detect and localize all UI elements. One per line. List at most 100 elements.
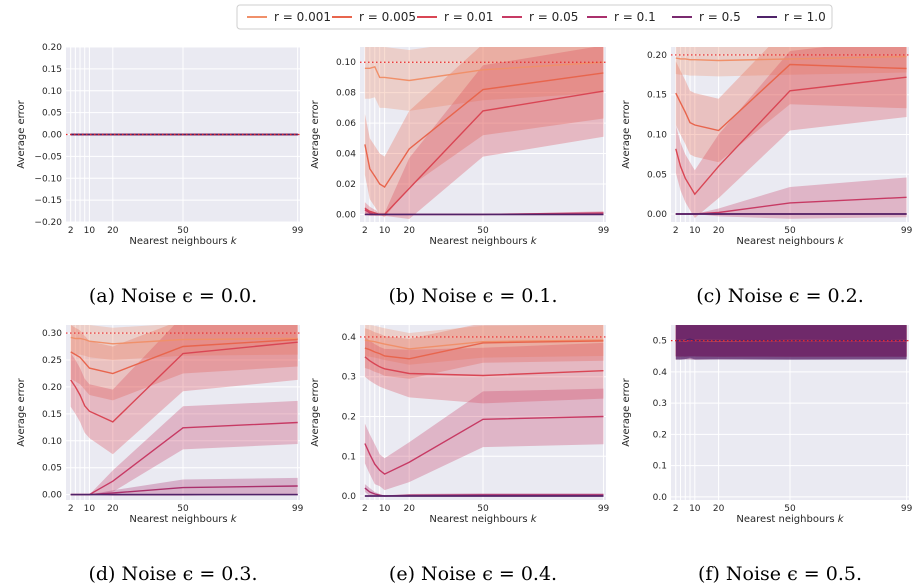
- y-tick-label: −0.05: [34, 152, 62, 162]
- panel-caption: (a) Noise ϵ = 0.0.: [89, 285, 257, 307]
- panel-caption: (f) Noise ϵ = 0.5.: [698, 563, 862, 585]
- legend-entry: r = 0.5: [699, 10, 741, 24]
- y-tick-label: 0.10: [336, 58, 356, 68]
- y-tick-label: 0.2: [342, 412, 356, 422]
- chart-panel: 0.00 0.05 0.10 0.15 0.20 0.25 0.30 2 10 20 50 99 Nea…: [16, 325, 304, 585]
- legend-entry: r = 0.1: [614, 10, 656, 24]
- legend-entry: r = 0.05: [529, 10, 578, 24]
- x-tick-label: 2: [362, 226, 368, 236]
- x-axis-label: Nearest neighbours k: [129, 514, 237, 525]
- series-band: [364, 47, 604, 218]
- series-line: [364, 339, 604, 350]
- x-axis-label: Nearest neighbours k: [429, 514, 537, 525]
- x-tick-label: 50: [477, 504, 489, 514]
- x-tick-label: 10: [84, 226, 96, 236]
- x-axis-label: Nearest neighbours k: [736, 514, 844, 525]
- x-axis-label: Nearest neighbours k: [429, 236, 537, 247]
- y-tick-label: 0.00: [42, 491, 62, 501]
- panel-caption: (e) Noise ϵ = 0.4.: [389, 563, 557, 585]
- y-tick-label: 0.06: [336, 119, 356, 129]
- y-tick-label: 0.3: [653, 399, 667, 409]
- chart-panel: 0.0 0.1 0.2 0.3 0.4 0.5 2 10 20 50 99 Nearest neigh…: [621, 325, 913, 585]
- y-tick-label: 0.30: [42, 329, 62, 339]
- y-tick-label: 0.08: [336, 89, 356, 99]
- legend-entry: r = 0.005: [359, 10, 416, 24]
- series-line: [675, 76, 907, 196]
- x-tick-label: 2: [673, 504, 679, 514]
- y-tick-label: 0.1: [342, 452, 356, 462]
- x-tick-label: 99: [598, 504, 610, 514]
- y-tick-label: 0.3: [342, 373, 356, 383]
- y-tick-label: 0.10: [647, 131, 667, 141]
- y-tick-label: 0.05: [42, 109, 62, 119]
- y-tick-label: 0.5: [653, 337, 667, 347]
- x-tick-label: 2: [362, 504, 368, 514]
- y-tick-label: −0.15: [34, 196, 62, 206]
- series-line: [364, 61, 604, 82]
- y-tick-label: 0.00: [336, 210, 356, 220]
- legend-box: [236, 4, 833, 30]
- panel-caption: (b) Noise ϵ = 0.1.: [388, 285, 557, 307]
- x-tick-label: 2: [673, 226, 679, 236]
- y-axis-label: Average error: [310, 377, 321, 446]
- x-tick-label: 99: [292, 226, 304, 236]
- legend-entry: r = 0.01: [444, 10, 493, 24]
- y-tick-label: 0.02: [336, 180, 356, 190]
- y-tick-label: 0.05: [647, 170, 667, 180]
- y-tick-label: 0.00: [42, 131, 62, 141]
- series-band: [364, 325, 604, 379]
- y-axis-label: Average error: [621, 99, 632, 168]
- series-band: [70, 400, 298, 495]
- series-band: [675, 177, 907, 219]
- series-band: [675, 47, 907, 218]
- y-tick-label: 0.25: [42, 356, 62, 366]
- series-band: [675, 47, 907, 77]
- series-band: [675, 47, 907, 163]
- y-tick-label: 0.0: [342, 492, 357, 502]
- series-band: [70, 325, 298, 455]
- x-tick-label: 50: [784, 504, 796, 514]
- x-tick-label: 20: [107, 226, 119, 236]
- series-band: [364, 47, 604, 111]
- y-axis-label: Average error: [310, 99, 321, 168]
- x-tick-label: 10: [689, 226, 701, 236]
- y-axis-label: Average error: [621, 377, 632, 446]
- y-tick-label: 0.4: [342, 333, 357, 343]
- series-band: [364, 388, 604, 491]
- legend-entry: r = 1.0: [784, 10, 826, 24]
- y-tick-label: 0.15: [42, 410, 62, 420]
- x-tick-label: 20: [403, 504, 415, 514]
- x-tick-label: 50: [177, 226, 189, 236]
- x-tick-label: 20: [713, 226, 725, 236]
- x-tick-label: 10: [84, 504, 96, 514]
- y-tick-label: 0.10: [42, 437, 62, 447]
- chart-panel: 0.00 0.05 0.10 0.15 0.20 2 10 20 50 99 Nearest nei…: [621, 47, 913, 307]
- y-tick-label: 0.15: [42, 65, 62, 75]
- series-line: [364, 356, 604, 377]
- series-line: [364, 340, 604, 360]
- series-line: [70, 341, 298, 423]
- x-tick-label: 20: [713, 504, 725, 514]
- series-band: [70, 325, 298, 360]
- x-tick-label: 50: [784, 226, 796, 236]
- series-line: [364, 415, 604, 475]
- x-tick-label: 10: [689, 504, 701, 514]
- x-tick-label: 20: [403, 226, 415, 236]
- y-tick-label: 0.20: [647, 51, 667, 61]
- series-band: [364, 336, 604, 404]
- x-tick-label: 50: [477, 226, 489, 236]
- y-tick-label: 0.20: [42, 383, 62, 393]
- y-tick-label: 0.00: [647, 210, 667, 220]
- legend-entry: r = 0.001: [274, 10, 331, 24]
- chart-panel: 0.00 0.02 0.04 0.06 0.08 0.10 2 10 20 50 99 Nearest…: [310, 47, 610, 307]
- x-axis-label: Nearest neighbours k: [736, 236, 844, 247]
- x-tick-label: 99: [292, 504, 304, 514]
- y-tick-label: 0.2: [653, 430, 667, 440]
- x-tick-label: 99: [901, 504, 913, 514]
- series-line: [70, 338, 298, 375]
- y-tick-label: 0.15: [647, 91, 667, 101]
- panel-caption: (c) Noise ϵ = 0.2.: [696, 285, 864, 307]
- series-band: [364, 47, 604, 219]
- y-tick-label: −0.10: [34, 174, 62, 184]
